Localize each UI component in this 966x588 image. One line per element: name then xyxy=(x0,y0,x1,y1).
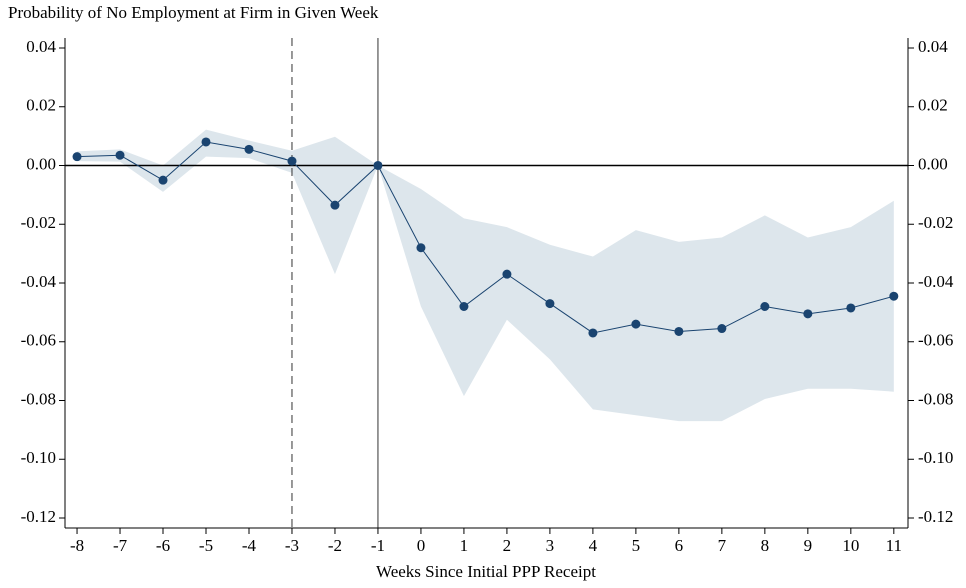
point xyxy=(631,319,641,329)
point xyxy=(158,175,168,185)
x-tick-label: -7 xyxy=(113,536,128,555)
x-tick-label: 3 xyxy=(546,536,555,555)
x-tick-label: 7 xyxy=(718,536,727,555)
point xyxy=(201,137,211,147)
line xyxy=(77,141,894,334)
x-tick-label: -6 xyxy=(156,536,170,555)
point xyxy=(373,160,383,170)
x-tick-label: 11 xyxy=(886,536,902,555)
x-tick-label: -4 xyxy=(242,536,257,555)
x-tick-label: 5 xyxy=(632,536,641,555)
x-tick-label: -8 xyxy=(70,536,84,555)
x-tick-label: 8 xyxy=(761,536,770,555)
point xyxy=(330,200,340,210)
x-tick-label: 9 xyxy=(804,536,813,555)
point xyxy=(545,299,555,309)
y-tick-label: -0.06 xyxy=(21,331,56,350)
point xyxy=(588,328,598,338)
point xyxy=(244,144,254,154)
y2-tick-label: 0.00 xyxy=(918,154,948,173)
y-tick-label: -0.10 xyxy=(21,448,56,467)
point xyxy=(803,309,813,319)
y2-tick-label: -0.02 xyxy=(918,213,953,232)
chart-title: Probability of No Employment at Firm in … xyxy=(8,3,379,22)
y-tick-label: -0.02 xyxy=(21,213,56,232)
y2-tick-label: -0.08 xyxy=(918,389,953,408)
x-tick-label: -3 xyxy=(285,536,299,555)
y2-tick-label: -0.10 xyxy=(918,448,953,467)
y2-tick-label: -0.04 xyxy=(918,272,954,291)
y-tick-label: 0.00 xyxy=(26,154,56,173)
point xyxy=(459,302,469,312)
point xyxy=(287,156,297,166)
y2-tick-label: 0.04 xyxy=(918,37,948,56)
x-tick-label: 0 xyxy=(417,536,426,555)
point xyxy=(502,269,512,279)
y2-tick-label: -0.06 xyxy=(918,331,953,350)
x-tick-label: 10 xyxy=(842,536,859,555)
y-tick-label: -0.08 xyxy=(21,389,56,408)
x-tick-label: 1 xyxy=(460,536,469,555)
point xyxy=(674,326,684,336)
point xyxy=(760,302,770,312)
y-tick-label: -0.04 xyxy=(21,272,57,291)
y-tick-label: 0.04 xyxy=(26,37,56,56)
x-tick-label: -5 xyxy=(199,536,213,555)
x-tick-label: -2 xyxy=(328,536,342,555)
x-tick-label: 6 xyxy=(675,536,684,555)
point xyxy=(416,243,426,253)
point xyxy=(846,303,856,313)
x-tick-label: 4 xyxy=(589,536,598,555)
point xyxy=(717,324,727,334)
x-tick-label: 2 xyxy=(503,536,512,555)
point xyxy=(115,150,125,160)
x-axis-label: Weeks Since Initial PPP Receipt xyxy=(376,562,596,581)
y2-tick-label: 0.02 xyxy=(918,96,948,115)
confidence-band xyxy=(77,129,894,422)
y-tick-label: 0.02 xyxy=(26,96,56,115)
y-tick-label: -0.12 xyxy=(21,507,56,526)
x-tick-label: -1 xyxy=(371,536,385,555)
point xyxy=(72,152,82,162)
point xyxy=(889,291,899,301)
y2-tick-label: -0.12 xyxy=(918,507,953,526)
